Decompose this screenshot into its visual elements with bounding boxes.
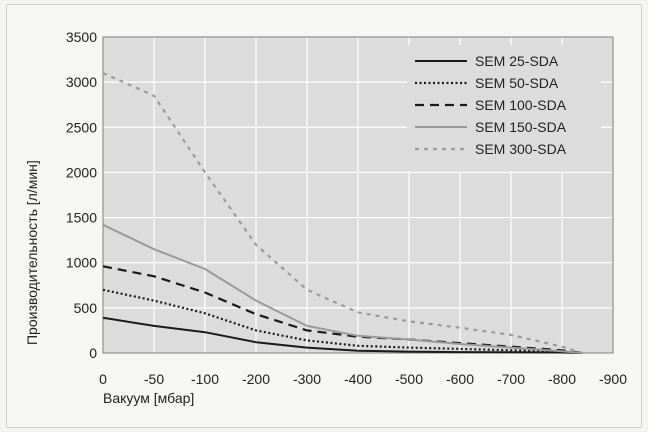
y-tick-labels: 0 500 1000 1500 2000 2500 3000 3500 — [66, 29, 97, 361]
legend-label: SEM 300-SDA — [475, 141, 567, 157]
performance-chart: 0 500 1000 1500 2000 2500 3000 3500 0 -50 -100 -20… — [24, 29, 627, 406]
series-line — [102, 316, 583, 354]
x-tick-label: -800 — [548, 371, 576, 387]
x-tick-label: -100 — [191, 371, 219, 387]
y-axis-label: Производительность [л/мин] — [24, 160, 40, 345]
x-tick-label: -300 — [293, 371, 321, 387]
y-tick-label: 500 — [74, 300, 98, 316]
series-lines — [102, 72, 583, 355]
y-tick-label: 1500 — [66, 210, 97, 226]
series-line — [102, 288, 583, 355]
x-tick-label: -400 — [344, 371, 372, 387]
y-tick-label: 3000 — [66, 74, 97, 90]
x-tick-label: -200 — [242, 371, 270, 387]
series-line — [102, 72, 583, 355]
x-tick-labels: 0 -50 -100 -200 -300 -400 -500 -600 -700 -800 -900 — [99, 371, 627, 387]
y-tick-label: 1000 — [66, 255, 97, 271]
legend-label: SEM 150-SDA — [475, 119, 567, 135]
x-tick-label: -600 — [446, 371, 474, 387]
y-tick-label: 2500 — [66, 119, 97, 135]
y-tick-label: 0 — [89, 345, 97, 361]
chart-frame: 0 500 1000 1500 2000 2500 3000 3500 0 -50 -100 -20… — [6, 4, 642, 428]
legend-label: SEM 50-SDA — [475, 75, 559, 91]
x-tick-label: -50 — [144, 371, 164, 387]
legend-label: SEM 25-SDA — [475, 53, 559, 69]
legend-label: SEM 100-SDA — [475, 97, 567, 113]
y-tick-label: 2000 — [66, 164, 97, 180]
legend: SEM 25-SDA SEM 50-SDA SEM 100-SDA SEM 150-S… — [415, 53, 567, 157]
x-tick-label: -700 — [497, 371, 525, 387]
series-line — [102, 223, 583, 354]
x-tick-label: -500 — [395, 371, 423, 387]
legend-background — [407, 45, 601, 171]
x-tick-label: -900 — [599, 371, 627, 387]
y-tick-label: 3500 — [66, 29, 97, 45]
x-axis-label: Вакуум [мбар] — [103, 390, 194, 406]
x-tick-label: 0 — [99, 371, 107, 387]
plot-area-border — [102, 36, 614, 354]
